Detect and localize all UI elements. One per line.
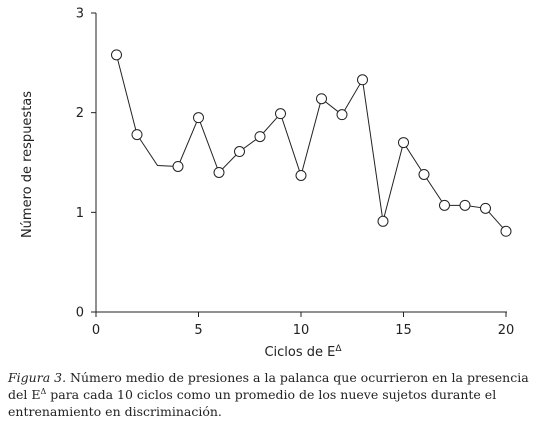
data-point [480, 202, 491, 214]
caption-label: Figura 3. [8, 370, 67, 385]
axes [95, 13, 507, 313]
data-point [172, 160, 184, 172]
data-point [500, 225, 512, 237]
data-point [357, 74, 368, 86]
series-line [116, 54, 507, 232]
data-point [418, 168, 430, 180]
x-axis-label-sup: Δ [335, 344, 342, 354]
data-point [234, 146, 245, 158]
data-point [336, 109, 348, 121]
data-point [398, 137, 409, 149]
x-tick-label: 0 [92, 323, 100, 338]
figure-caption: Figura 3. Número medio de presiones a la… [8, 369, 542, 420]
data-point [295, 169, 307, 181]
data-point [459, 199, 471, 211]
data-point [111, 49, 122, 61]
caption-text-end: para cada 10 ciclos como un promedio de … [8, 387, 497, 419]
x-tick-label: 15 [395, 323, 412, 338]
x-tick-label: 20 [498, 323, 515, 338]
data-point [275, 108, 286, 120]
y-tick-label: 0 [76, 306, 84, 321]
data-point [213, 166, 225, 178]
y-tick-label: 1 [76, 206, 84, 221]
caption-sup: Δ [40, 386, 47, 396]
ticks: 0 1 2 3 0 5 10 15 20 [76, 7, 515, 339]
x-tick-label: 10 [293, 323, 310, 338]
data-point [193, 112, 204, 124]
data-point [254, 131, 266, 143]
line-chart: 0 1 2 3 0 5 10 15 20 Número de respuestas Ciclos… [20, 7, 515, 361]
y-tick-label: 2 [76, 106, 84, 121]
data-point [316, 93, 327, 105]
x-tick-label: 5 [194, 323, 202, 338]
data-markers [111, 49, 512, 237]
data-point [439, 199, 450, 211]
x-axis-label-main: Ciclos de E [264, 345, 335, 360]
y-tick-label: 3 [76, 7, 84, 22]
x-axis-label: Ciclos de EΔ [264, 344, 342, 360]
data-point [377, 215, 389, 227]
caption-text: Número medio de presiones a la palanca q… [8, 370, 529, 402]
data-point [131, 129, 143, 141]
y-axis-label: Número de respuestas [20, 91, 35, 238]
